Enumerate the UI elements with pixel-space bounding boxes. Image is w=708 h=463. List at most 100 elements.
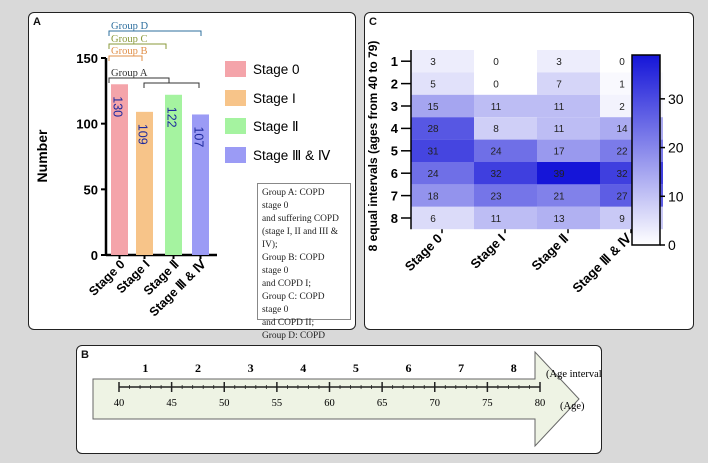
heatmap-cell-value: 11 [554,102,565,113]
col-label: Stage Ⅲ & Ⅳ [569,230,634,295]
heatmap-cell-value: 31 [427,147,439,158]
group-note-line: and COPD II; [262,318,315,328]
heatmap-cell-value: 3 [430,57,436,68]
heatmap-cell [474,72,537,95]
heatmap-cell-value: 11 [491,214,502,225]
bar [165,94,182,255]
y-tick-label: 0 [91,248,98,263]
group-bracket [108,55,143,61]
heatmap-cell-value: 1 [619,79,625,90]
group-note-line: and COPD I; [262,279,311,289]
bar-value-label: 109 [136,124,150,145]
heatmap-cell [411,50,474,73]
age-timeline: 40 45 50 55 60 65 70 75 801 2 3 4 5 6 7 8 (Age interval)… [92,350,606,448]
heatmap-cell-value: 23 [490,191,502,202]
group-bracket [108,77,170,83]
heatmap-cell-value: 7 [556,79,562,90]
age-label: 60 [324,398,335,409]
heatmap-cell [411,117,474,140]
group-bracket-label: Group C [111,34,147,45]
bar [192,114,209,256]
group-bracket [108,43,167,49]
interval-label: 7 [458,361,464,375]
colorbar-tick-label: 30 [668,91,684,107]
heatmap-cell-value: 22 [616,147,628,158]
age-label: 75 [482,398,493,409]
heatmap-cell-value: 27 [616,191,628,202]
row-label: 3 [391,99,398,114]
heatmap-cell-value: 39 [553,169,565,180]
group-note-line: Group A: COPD stage 0 [262,188,325,211]
bar-value-label: 107 [192,126,206,147]
heatmap-cell-value: 24 [490,147,502,158]
heatmap-cell [537,162,600,185]
legend-swatch [225,90,246,106]
panel-a-letter: A [33,16,41,28]
row-label: 2 [391,76,398,91]
interval-label: 4 [300,361,306,375]
group-bracket-label: Group A [111,68,148,79]
colorbar-tick-label: 10 [668,188,684,204]
age-label: 65 [377,398,388,409]
heatmap-cell-value: 0 [493,57,499,68]
group-bracket-label: Group D [111,21,148,32]
heatmap-cell-value: 17 [553,147,565,158]
heatmap-cell-value: 14 [616,124,628,135]
interval-axis-label: (Age interval) [546,369,601,380]
legend-swatch [225,147,246,163]
colorbar-tick-label: 20 [668,140,684,156]
row-label: 6 [391,166,398,181]
interval-label: 5 [353,361,359,375]
heatmap-cell-value: 8 [493,124,499,135]
colorbar [631,54,661,246]
heatmap-cell [411,184,474,207]
group-note: Group A: COPD stage 0 and suffering COPD (… [257,183,351,367]
panel-b: B 40 45 50 55 60 65 70 75 80 1 2 3 4 5 6 7 8 (Age interva… [76,345,606,454]
heatmap-cell-value: 11 [491,102,502,113]
heatmap-cell [537,94,600,118]
panel-c: C 3 0 3 0 1 5 0 7 1 2 15 11 11 2 3 28 8 11 14 4 31 24 17 22 5 24 3… [364,12,694,330]
bar-value-label: 122 [165,107,179,128]
heatmap-cell [411,72,474,95]
heatmap-cell [411,94,474,118]
heatmap-cell-value: 2 [619,102,625,113]
group-note-line: and suffering COPD [262,214,339,224]
heatmap-cell-value: 11 [554,124,565,135]
age-label: 50 [219,398,230,409]
legend-label: Stage I [253,91,296,106]
bar [111,84,128,256]
heatmap-cell-value: 0 [493,79,499,90]
y-tick-label: 100 [76,117,98,132]
y-tick-label: 150 [76,51,98,66]
heatmap-cell [474,184,537,207]
heatmap-cell [474,162,537,185]
heatmap-cell [474,117,537,140]
group-note-line: Group B: COPD stage 0 [262,253,325,276]
group-bracket-label: Group B [111,46,147,57]
row-label: 7 [391,188,398,203]
row-label: 8 [391,211,398,226]
bar-value-label: 130 [111,96,125,117]
panel-c-letter: C [369,16,377,28]
legend-label: Stage Ⅲ & Ⅳ [253,148,331,163]
heatmap-cell [411,162,474,185]
col-label: Stage 0 [402,231,445,274]
heatmap-cell-value: 5 [430,79,436,90]
legend-swatch [225,61,246,77]
age-label: 55 [272,398,283,409]
legend-swatch [225,118,246,134]
heatmap-cell [537,50,600,73]
group-note-line: (stage I, II and III & IV); [262,227,339,250]
heatmap-cell-value: 0 [619,57,625,68]
heatmap-cell-value: 32 [616,169,628,180]
interval-label: 1 [142,361,148,375]
legend-label: Stage Ⅱ [253,119,299,134]
age-axis-label: (Age) [560,401,585,412]
heatmap-cell [537,72,600,95]
age-label: 40 [114,398,125,409]
heatmap-cell-value: 28 [427,124,439,135]
heatmap-cell [537,117,600,140]
heatmap-cell-value: 13 [553,214,565,225]
interval-label: 8 [511,361,517,375]
